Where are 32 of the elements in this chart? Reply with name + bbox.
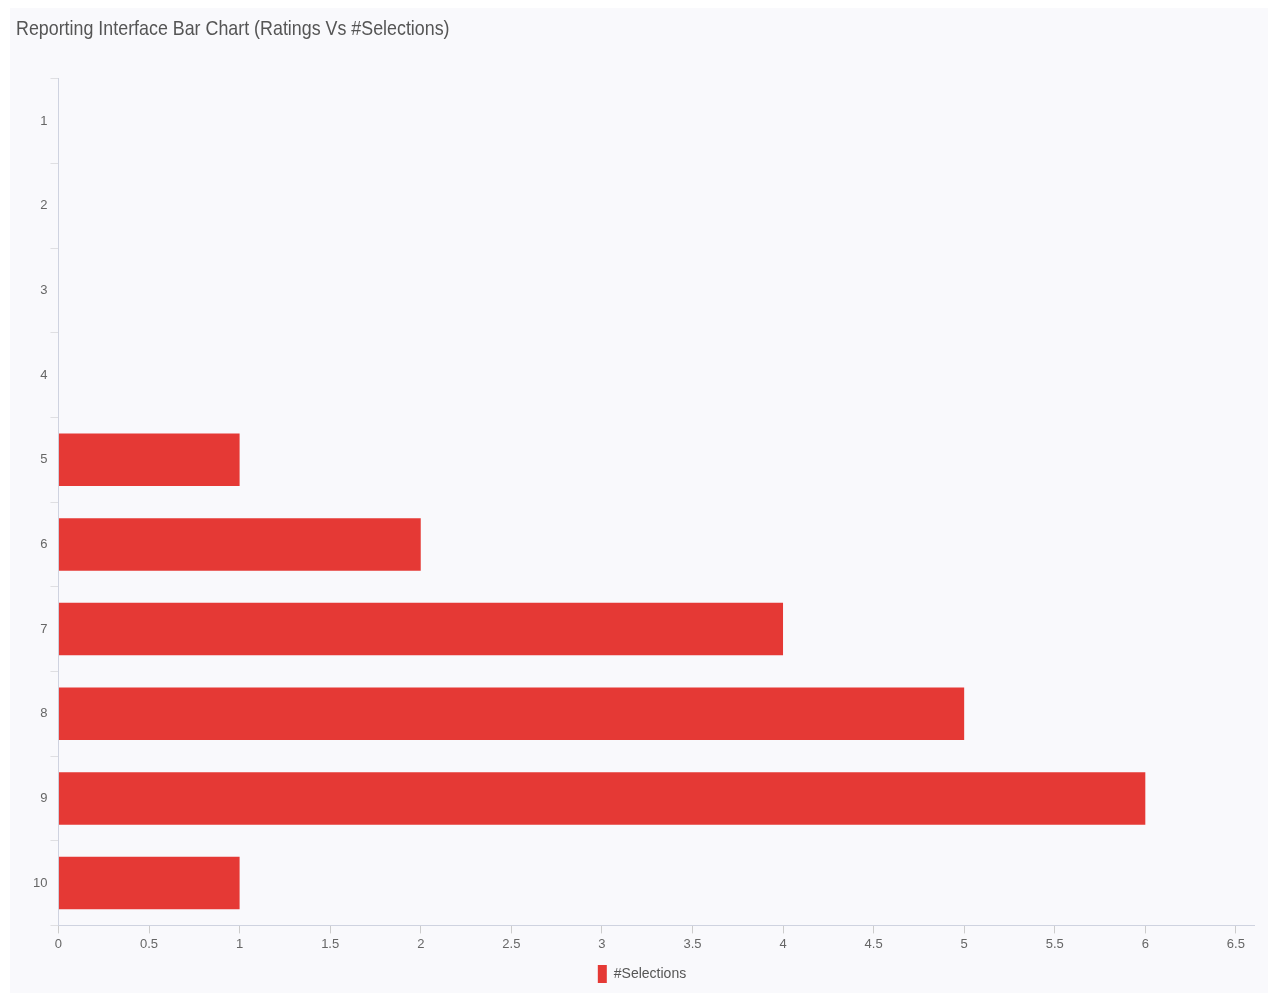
bar <box>58 518 421 571</box>
y-tick-label: 6 <box>40 536 48 552</box>
bar <box>58 772 1146 825</box>
x-tick-label: 4 <box>779 935 787 951</box>
y-tick-label: 5 <box>40 451 48 467</box>
x-tick-label: 1.5 <box>321 935 340 951</box>
legend-label: #Selections <box>613 964 687 981</box>
bar <box>58 687 965 740</box>
x-tick-label: 1 <box>235 935 244 951</box>
x-tick-label: 4.5 <box>864 935 883 951</box>
x-tick-label: 6.5 <box>1226 935 1245 951</box>
chart-title: Reporting Interface Bar Chart (Ratings Vs #Selections) <box>16 16 450 40</box>
y-tick-label: 2 <box>40 197 48 213</box>
x-tick-label: 3 <box>598 935 606 951</box>
x-tick-label: 5.5 <box>1045 935 1064 951</box>
x-tick-label: 2 <box>417 935 425 951</box>
x-tick-label: 5 <box>960 935 968 951</box>
y-tick-label: 10 <box>32 874 48 890</box>
x-tick-label: 2.5 <box>502 935 521 951</box>
y-tick-label: 9 <box>40 789 48 805</box>
x-tick-label: 3.5 <box>683 935 702 951</box>
bar <box>58 602 784 656</box>
x-tick-label: 6 <box>1141 935 1149 951</box>
x-tick-label: 0.5 <box>139 935 159 951</box>
bar <box>58 433 240 487</box>
x-tick-label: 0 <box>54 935 63 951</box>
y-tick-label: 7 <box>40 620 48 636</box>
y-tick-label: 4 <box>40 366 48 382</box>
y-tick-label: 1 <box>40 112 48 128</box>
bar <box>58 856 240 910</box>
y-tick-label: 3 <box>40 282 48 298</box>
y-tick-label: 8 <box>40 705 48 721</box>
